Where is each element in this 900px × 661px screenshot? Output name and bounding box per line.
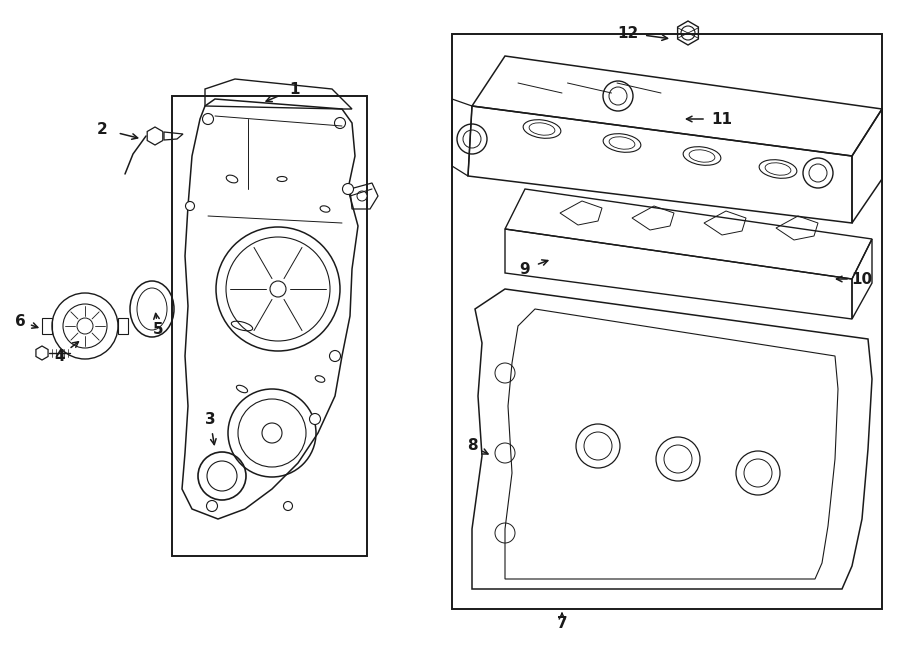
Circle shape xyxy=(329,350,340,362)
Circle shape xyxy=(335,118,346,128)
Text: 2: 2 xyxy=(96,122,107,137)
Circle shape xyxy=(343,184,354,194)
Bar xyxy=(172,96,367,556)
Text: 11: 11 xyxy=(712,112,733,126)
Text: 10: 10 xyxy=(851,272,873,286)
Text: 4: 4 xyxy=(55,348,66,364)
Text: 9: 9 xyxy=(519,262,530,276)
Text: 8: 8 xyxy=(467,438,477,453)
Text: 6: 6 xyxy=(14,313,25,329)
Circle shape xyxy=(270,281,286,297)
Text: 5: 5 xyxy=(153,321,163,336)
Circle shape xyxy=(185,202,194,210)
Text: 3: 3 xyxy=(204,412,215,426)
Circle shape xyxy=(310,414,320,424)
Circle shape xyxy=(262,423,282,443)
Circle shape xyxy=(206,500,218,512)
Bar xyxy=(452,34,882,609)
Text: 1: 1 xyxy=(290,81,301,97)
Circle shape xyxy=(202,114,213,124)
Circle shape xyxy=(284,502,292,510)
Text: 12: 12 xyxy=(617,26,639,40)
Text: 7: 7 xyxy=(557,615,567,631)
Circle shape xyxy=(357,191,367,201)
